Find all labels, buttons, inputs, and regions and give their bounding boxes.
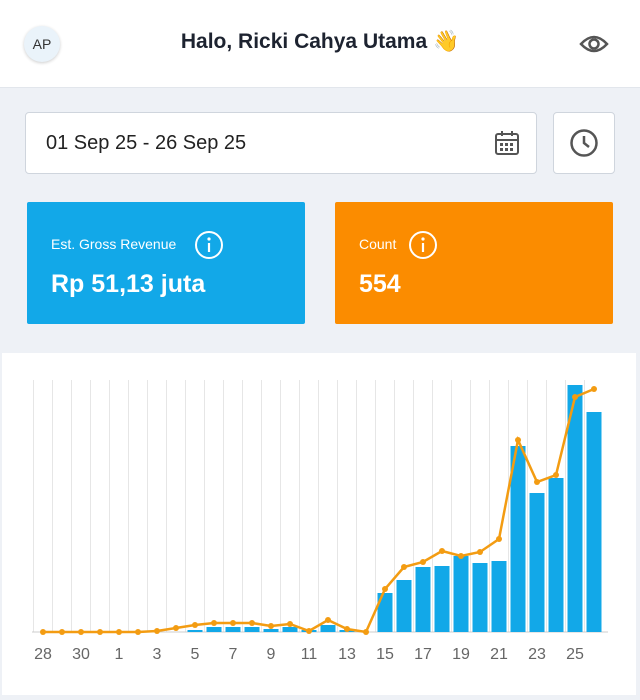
clock-icon (570, 129, 598, 157)
x-tick-label: 9 (267, 646, 276, 663)
bar (567, 385, 583, 632)
x-tick-label: 30 (72, 646, 90, 663)
bar (377, 593, 393, 632)
bar (510, 446, 526, 632)
point (572, 394, 578, 400)
x-tick-label: 25 (566, 646, 584, 663)
point (306, 628, 312, 634)
bar (206, 627, 222, 632)
bar (434, 566, 450, 632)
point (420, 559, 426, 565)
greeting: Halo, Ricki Cahya Utama 👋 (180, 30, 460, 53)
point (249, 620, 255, 626)
point (268, 623, 274, 629)
point (591, 386, 597, 392)
x-tick-label: 19 (452, 646, 470, 663)
bar (548, 478, 564, 632)
card-label: Count (359, 236, 397, 252)
point (325, 617, 331, 623)
point (439, 548, 445, 554)
x-tick-label: 28 (34, 646, 52, 663)
point (40, 629, 46, 635)
bar (472, 563, 488, 632)
bar (282, 627, 298, 632)
info-icon[interactable] (194, 230, 224, 260)
bar (586, 412, 602, 632)
x-tick-label: 17 (414, 646, 432, 663)
time-button[interactable] (553, 112, 615, 174)
x-tick-label: 3 (153, 646, 162, 663)
info-icon[interactable] (408, 230, 438, 260)
avatar[interactable]: AP (24, 26, 60, 62)
point (135, 629, 141, 635)
x-tick-label: 5 (191, 646, 200, 663)
bar (491, 561, 507, 632)
bar (244, 627, 260, 632)
revenue-card[interactable]: Est. Gross Revenue Rp 51,13 juta (27, 202, 305, 324)
point (192, 622, 198, 628)
point (534, 479, 540, 485)
bar (263, 629, 279, 632)
date-range: 01 Sep 25 - 26 Sep 25 (46, 132, 247, 154)
line (43, 387, 595, 634)
bar (187, 630, 203, 632)
card-value: 554 (359, 270, 401, 298)
eye-icon[interactable] (578, 30, 610, 58)
header: AP Halo, Ricki Cahya Utama 👋 (0, 0, 640, 88)
point (173, 625, 179, 631)
date-input[interactable]: 01 Sep 25 - 26 Sep 25 (25, 112, 537, 174)
point (363, 629, 369, 635)
point (553, 472, 559, 478)
bar (320, 625, 336, 632)
x-tick-label: 23 (528, 646, 546, 663)
x-tick-label: 11 (301, 646, 318, 663)
point (97, 629, 103, 635)
x-tick-label: 13 (338, 646, 356, 663)
x-tick-label: 15 (376, 646, 394, 663)
bar (529, 493, 545, 632)
point (211, 620, 217, 626)
point (496, 536, 502, 542)
point (401, 564, 407, 570)
x-tick-label: 21 (490, 646, 508, 663)
count-card[interactable]: Count 554 (335, 202, 613, 324)
bar (453, 556, 469, 632)
point (154, 628, 160, 634)
point (116, 629, 122, 635)
card-label: Est. Gross Revenue (51, 236, 177, 252)
point (344, 626, 350, 632)
bar (225, 627, 241, 632)
point (477, 549, 483, 555)
chart: 28 30 1 3 5 7 9 11 13 15 17 19 21 23 25 (2, 353, 636, 695)
x-tick-label: 1 (115, 646, 124, 663)
point (515, 437, 521, 443)
point (458, 553, 464, 559)
calendar-icon (495, 131, 519, 155)
point (382, 586, 388, 592)
point (78, 629, 84, 635)
bar (415, 567, 431, 632)
point (59, 629, 65, 635)
point (287, 621, 293, 627)
point (230, 620, 236, 626)
bar (396, 580, 412, 632)
card-value: Rp 51,13 juta (51, 270, 206, 298)
x-tick-label: 7 (229, 646, 238, 663)
